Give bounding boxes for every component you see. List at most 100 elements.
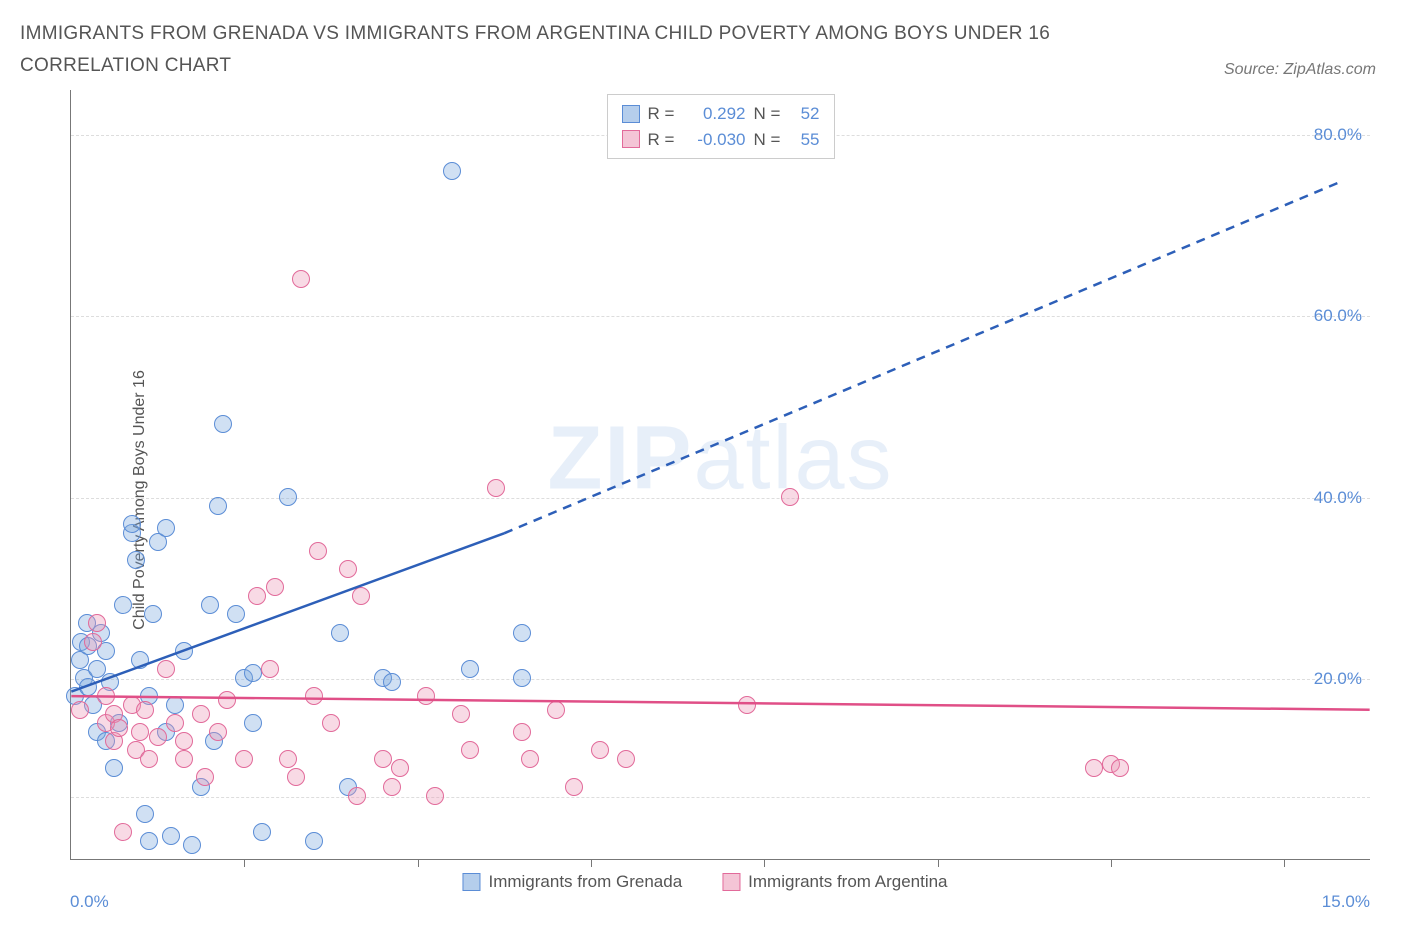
data-point	[547, 701, 565, 719]
data-point	[781, 488, 799, 506]
data-point	[114, 596, 132, 614]
swatch-icon	[722, 873, 740, 891]
y-tick-label: 20.0%	[1314, 669, 1362, 689]
data-point	[292, 270, 310, 288]
data-point	[1085, 759, 1103, 777]
correlation-legend: R = 0.292 N = 52 R = -0.030 N = 55	[607, 94, 835, 159]
data-point	[348, 787, 366, 805]
x-axis-max-label: 15.0%	[1322, 892, 1370, 912]
n-label: N =	[754, 101, 784, 127]
gridline	[71, 316, 1370, 317]
x-tick	[591, 859, 592, 867]
x-tick	[1111, 859, 1112, 867]
data-point	[452, 705, 470, 723]
data-point	[565, 778, 583, 796]
data-point	[331, 624, 349, 642]
data-point	[149, 728, 167, 746]
source-attribution: Source: ZipAtlas.com	[1224, 61, 1386, 83]
data-point	[287, 768, 305, 786]
data-point	[322, 714, 340, 732]
source-name-text: ZipAtlas.com	[1284, 61, 1376, 78]
data-point	[157, 519, 175, 537]
x-tick	[418, 859, 419, 867]
swatch-icon	[462, 873, 480, 891]
legend-label: Immigrants from Grenada	[488, 872, 682, 892]
x-tick	[764, 859, 765, 867]
data-point	[279, 488, 297, 506]
data-point	[266, 578, 284, 596]
data-point	[235, 750, 253, 768]
gridline	[71, 498, 1370, 499]
data-point	[97, 687, 115, 705]
chart-container: Child Poverty Among Boys Under 16 ZIPatl…	[20, 90, 1390, 910]
chart-title: IMMIGRANTS FROM GRENADA VS IMMIGRANTS FR…	[20, 18, 1120, 83]
data-point	[144, 605, 162, 623]
gridline	[71, 679, 1370, 680]
legend-label: Immigrants from Argentina	[748, 872, 947, 892]
data-point	[162, 827, 180, 845]
data-point	[352, 587, 370, 605]
plot-area: ZIPatlas R = 0.292 N = 52 R = -0.030 N =…	[70, 90, 1370, 860]
data-point	[88, 614, 106, 632]
data-point	[84, 633, 102, 651]
data-point	[1111, 759, 1129, 777]
n-value: 55	[792, 127, 820, 153]
data-point	[209, 497, 227, 515]
data-point	[443, 162, 461, 180]
watermark: ZIPatlas	[547, 408, 893, 511]
data-point	[131, 651, 149, 669]
r-value: -0.030	[686, 127, 746, 153]
y-tick-label: 40.0%	[1314, 488, 1362, 508]
data-point	[513, 624, 531, 642]
data-point	[166, 696, 184, 714]
data-point	[157, 660, 175, 678]
x-tick	[1284, 859, 1285, 867]
legend-row-argentina: R = -0.030 N = 55	[622, 127, 820, 153]
data-point	[196, 768, 214, 786]
data-point	[127, 551, 145, 569]
r-value: 0.292	[686, 101, 746, 127]
data-point	[461, 741, 479, 759]
data-point	[591, 741, 609, 759]
data-point	[175, 750, 193, 768]
x-axis-min-label: 0.0%	[70, 892, 109, 912]
data-point	[136, 701, 154, 719]
data-point	[175, 732, 193, 750]
data-point	[339, 560, 357, 578]
data-point	[383, 673, 401, 691]
data-point	[513, 723, 531, 741]
data-point	[248, 587, 266, 605]
legend-item-grenada: Immigrants from Grenada	[462, 872, 682, 892]
data-point	[374, 750, 392, 768]
data-point	[617, 750, 635, 768]
data-point	[140, 750, 158, 768]
gridline	[71, 797, 1370, 798]
data-point	[426, 787, 444, 805]
data-point	[253, 823, 271, 841]
data-point	[201, 596, 219, 614]
data-point	[227, 605, 245, 623]
y-tick-label: 60.0%	[1314, 306, 1362, 326]
data-point	[261, 660, 279, 678]
data-point	[192, 705, 210, 723]
data-point	[487, 479, 505, 497]
n-label: N =	[754, 127, 784, 153]
data-point	[244, 714, 262, 732]
data-point	[738, 696, 756, 714]
data-point	[114, 823, 132, 841]
data-point	[279, 750, 297, 768]
data-point	[521, 750, 539, 768]
series-legend: Immigrants from Grenada Immigrants from …	[462, 872, 947, 892]
trend-lines	[71, 90, 1370, 859]
data-point	[209, 723, 227, 741]
swatch-icon	[622, 130, 640, 148]
data-point	[461, 660, 479, 678]
chart-header: IMMIGRANTS FROM GRENADA VS IMMIGRANTS FR…	[0, 0, 1406, 91]
data-point	[214, 415, 232, 433]
data-point	[110, 719, 128, 737]
data-point	[131, 723, 149, 741]
x-tick	[938, 859, 939, 867]
legend-item-argentina: Immigrants from Argentina	[722, 872, 947, 892]
data-point	[183, 836, 201, 854]
data-point	[140, 832, 158, 850]
